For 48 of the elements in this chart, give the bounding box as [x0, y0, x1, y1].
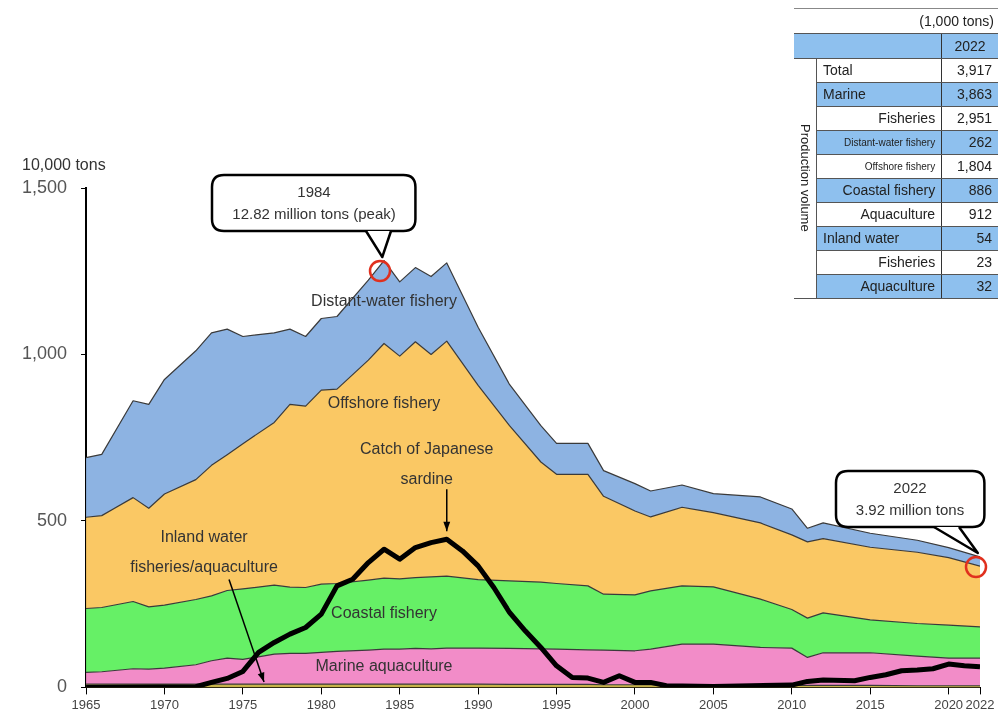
- text: Production volume: [797, 124, 813, 232]
- x-tick-label: 2000: [620, 696, 650, 712]
- text: Inland water fisheries/aquaculture: [130, 527, 278, 575]
- category-label: Fisheries: [816, 106, 942, 130]
- category-label: Distant-water fishery: [816, 130, 942, 154]
- data-label: 2,951: [941, 106, 998, 130]
- data-label: 912: [941, 202, 998, 226]
- x-tick-label: 1990: [463, 696, 493, 712]
- category-label: Offshore fishery: [816, 154, 942, 178]
- data-label: 3,917: [941, 58, 998, 82]
- x-tick-label: 1995: [542, 696, 572, 712]
- series-label: Coastal fishery: [331, 604, 437, 622]
- x-tick-label: 2020: [934, 696, 964, 712]
- series-label: Marine aquaculture: [315, 657, 453, 674]
- x-tick-label: 1980: [306, 696, 336, 712]
- y-tick-label: 1,000: [22, 343, 68, 364]
- y-tick-label: 0: [57, 676, 68, 697]
- x-tick-label: 1985: [385, 696, 415, 712]
- category-label: Marine: [816, 82, 942, 106]
- data-label: 1,804: [941, 154, 998, 178]
- category-label: Aquaculture: [816, 274, 942, 298]
- x-tick-label: 2022: [965, 696, 995, 712]
- category-label: Inland water: [816, 226, 942, 250]
- data-label: 54: [941, 226, 998, 250]
- data-label: 23: [941, 250, 998, 274]
- data-label: 32: [941, 274, 998, 298]
- category-label: Aquaculture: [816, 202, 942, 226]
- text: Catch of Japanese sardine: [360, 439, 494, 487]
- x-tick-label: 1970: [150, 696, 179, 712]
- data-label: 262: [941, 130, 998, 154]
- data-label: 886: [941, 178, 998, 202]
- y-tick-label: 1,500: [22, 176, 68, 197]
- x-tick-label: 2005: [698, 696, 728, 712]
- y-axis-title: 10,000 tons: [22, 156, 106, 174]
- category-label: Total: [816, 58, 942, 82]
- category-label: Fisheries: [816, 250, 942, 274]
- annotation: 2022 3.92 million tons: [855, 477, 965, 520]
- x-tick-label: 2015: [855, 696, 885, 712]
- annotation: 1984 12.82 million tons (peak): [232, 181, 396, 224]
- x-tick-label: 1965: [71, 696, 101, 712]
- data-label: 3,863: [941, 82, 998, 106]
- text: (1,000 tons): [794, 8, 998, 34]
- series-label: Offshore fishery: [327, 393, 441, 411]
- category-label: Coastal fishery: [816, 178, 942, 202]
- x-tick-label: 2010: [777, 696, 807, 712]
- y-tick-label: 500: [37, 509, 68, 530]
- series-label: 2022: [941, 34, 998, 58]
- x-tick-label: 1975: [228, 696, 258, 712]
